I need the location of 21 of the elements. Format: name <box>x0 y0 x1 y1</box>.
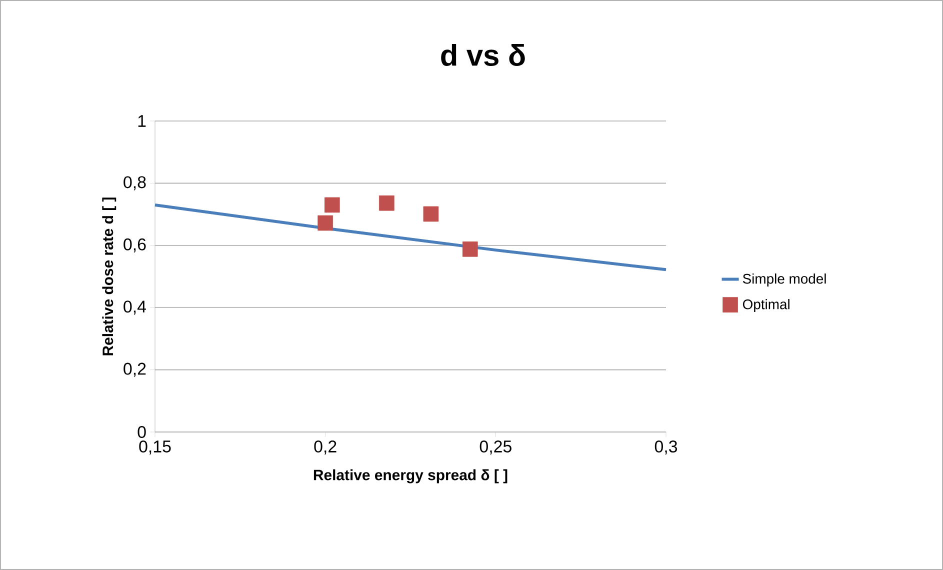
y-tick-label: 1 <box>138 115 146 127</box>
x-tick-label: 0,25 <box>480 440 512 454</box>
y-axis-title: Relative dose rate d [ ] <box>102 198 116 356</box>
x-axis-title: Relative energy spread δ [ ] <box>314 469 508 484</box>
x-tick-label: 0,15 <box>139 440 171 454</box>
chart-title: d vs δ <box>441 44 525 66</box>
y-tick-label: 0,6 <box>124 238 146 252</box>
x-tick-label: 0,3 <box>654 440 678 454</box>
y-tick-label: 0,8 <box>124 176 146 190</box>
point <box>378 195 394 211</box>
point <box>324 197 340 213</box>
y-tick-label: 0 <box>138 426 146 438</box>
x-tick-label: 0,2 <box>314 440 336 454</box>
y-tick-label: 0,4 <box>124 300 146 315</box>
legend-label: Optimal <box>742 299 790 312</box>
point <box>462 241 478 257</box>
legend-label: Simple model <box>742 273 826 286</box>
y-tick-label: 0,2 <box>124 362 146 377</box>
line-series <box>154 203 668 272</box>
point <box>423 206 439 222</box>
point <box>318 215 334 231</box>
